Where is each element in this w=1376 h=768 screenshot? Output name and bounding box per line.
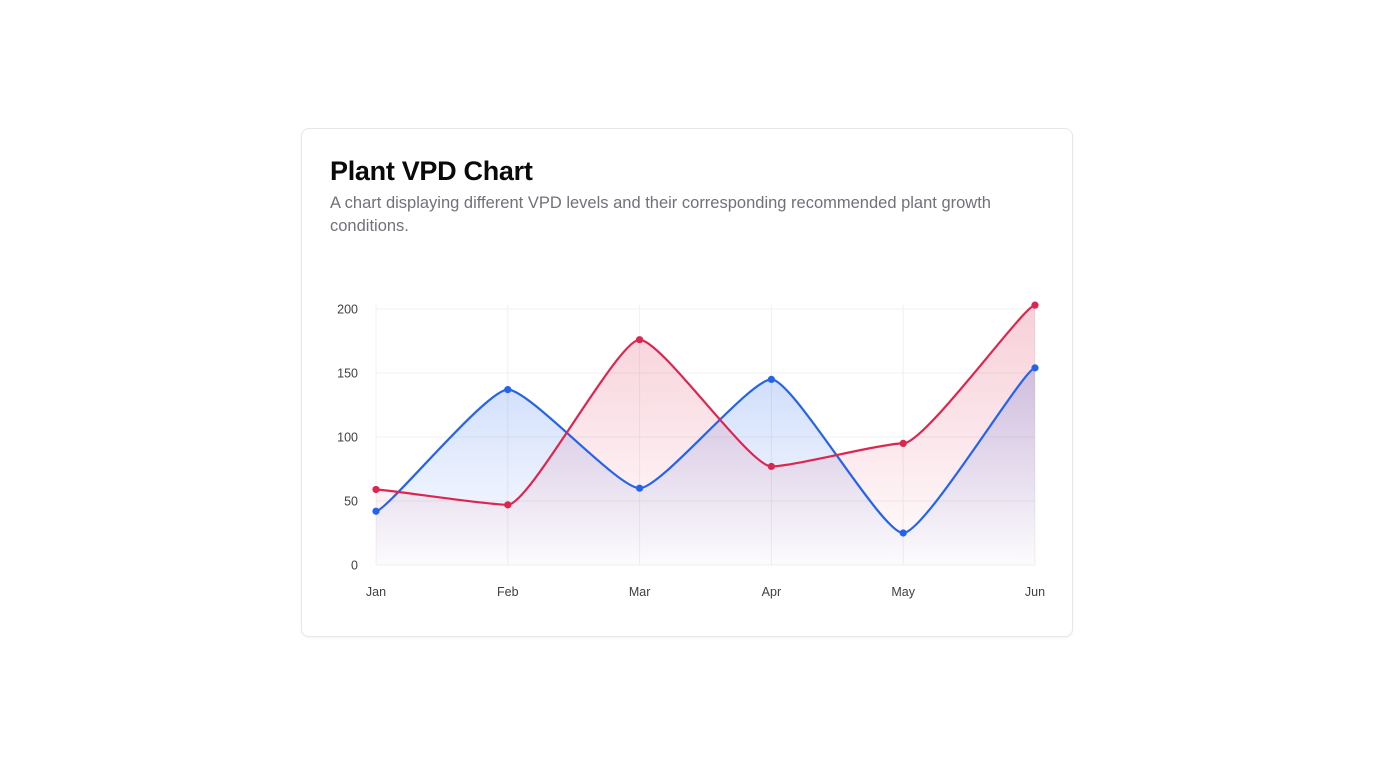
- data-point-1-apr[interactable]: [767, 375, 775, 383]
- x-tick-label: Jun: [1025, 585, 1045, 599]
- data-point-1-jun[interactable]: [1031, 364, 1039, 372]
- data-point-2-mar[interactable]: [636, 336, 644, 344]
- data-point-2-apr[interactable]: [767, 462, 775, 471]
- data-point-1-may[interactable]: [899, 529, 907, 537]
- data-point-2-may[interactable]: [899, 439, 907, 447]
- data-point-2-jun[interactable]: [1031, 301, 1039, 309]
- x-tick-label: Feb: [497, 585, 519, 599]
- data-point-1-mar[interactable]: [636, 484, 644, 492]
- x-tick-label: May: [891, 585, 915, 599]
- series-line-1: [374, 366, 1037, 535]
- data-point-1-feb[interactable]: [504, 386, 512, 394]
- y-tick-label: 150: [337, 367, 358, 381]
- points: [372, 301, 1039, 537]
- x-tick-label: Mar: [629, 585, 651, 599]
- card-title: Plant VPD Chart: [330, 156, 533, 186]
- data-point-1-jan[interactable]: [372, 507, 380, 515]
- y-tick-label: 200: [337, 303, 358, 317]
- chart-card: Plant VPD Chart A chart displaying diffe…: [301, 128, 1073, 637]
- card-description: A chart displaying different VPD levels …: [330, 194, 991, 235]
- y-tick-label: 0: [351, 559, 358, 573]
- area-chart: 0 50 100 150 200 Jan Feb Mar Apr May Jun: [337, 301, 1045, 600]
- x-tick-label: Apr: [762, 585, 781, 599]
- y-tick-label: 100: [337, 431, 358, 445]
- y-tick-label: 50: [344, 495, 358, 509]
- data-point-2-jan[interactable]: [372, 485, 380, 494]
- x-tick-label: Jan: [366, 585, 386, 599]
- axes: 0 50 100 150 200 Jan Feb Mar Apr May Jun: [337, 303, 1045, 600]
- data-point-2-feb[interactable]: [504, 501, 512, 509]
